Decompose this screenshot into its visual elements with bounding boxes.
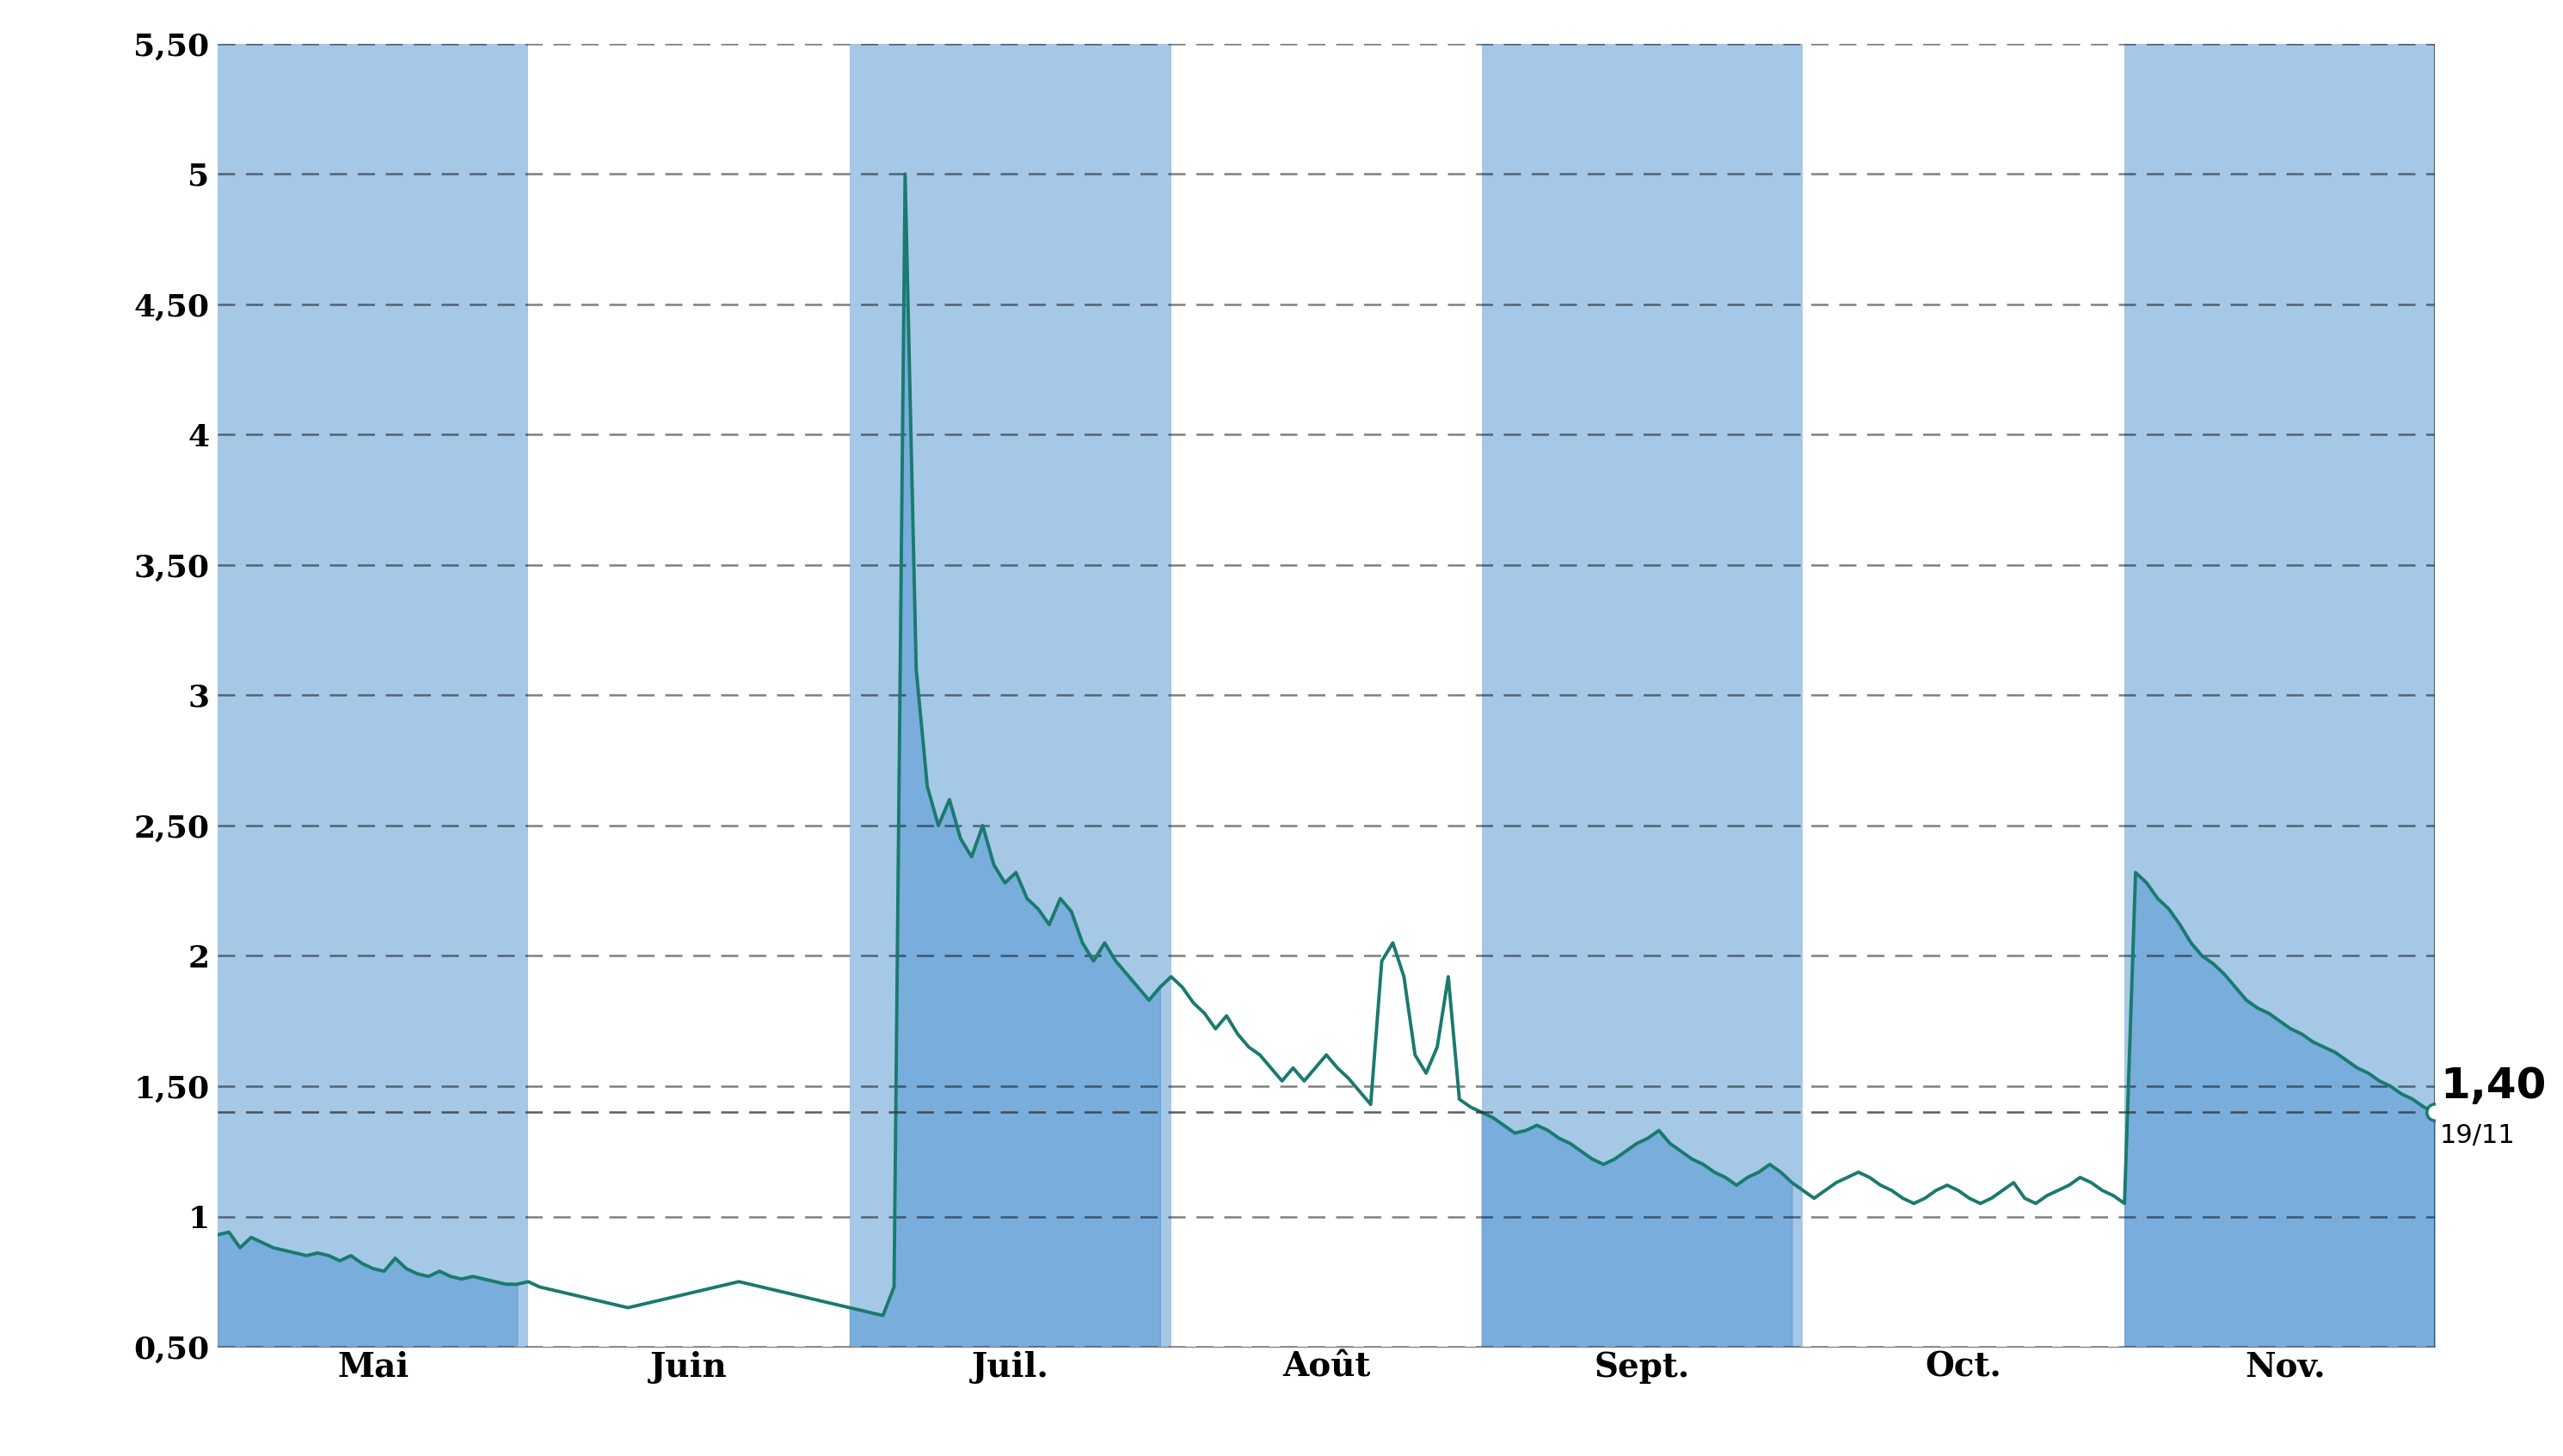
Bar bbox=[1481, 44, 1802, 1347]
Bar bbox=[218, 44, 528, 1347]
Text: 19/11: 19/11 bbox=[2440, 1123, 2514, 1147]
Text: MIRA Pharmaceuticals, Inc.: MIRA Pharmaceuticals, Inc. bbox=[841, 32, 1722, 87]
Text: 1,40: 1,40 bbox=[2440, 1066, 2545, 1107]
Bar bbox=[851, 44, 1171, 1347]
Bar bbox=[2125, 44, 2445, 1347]
